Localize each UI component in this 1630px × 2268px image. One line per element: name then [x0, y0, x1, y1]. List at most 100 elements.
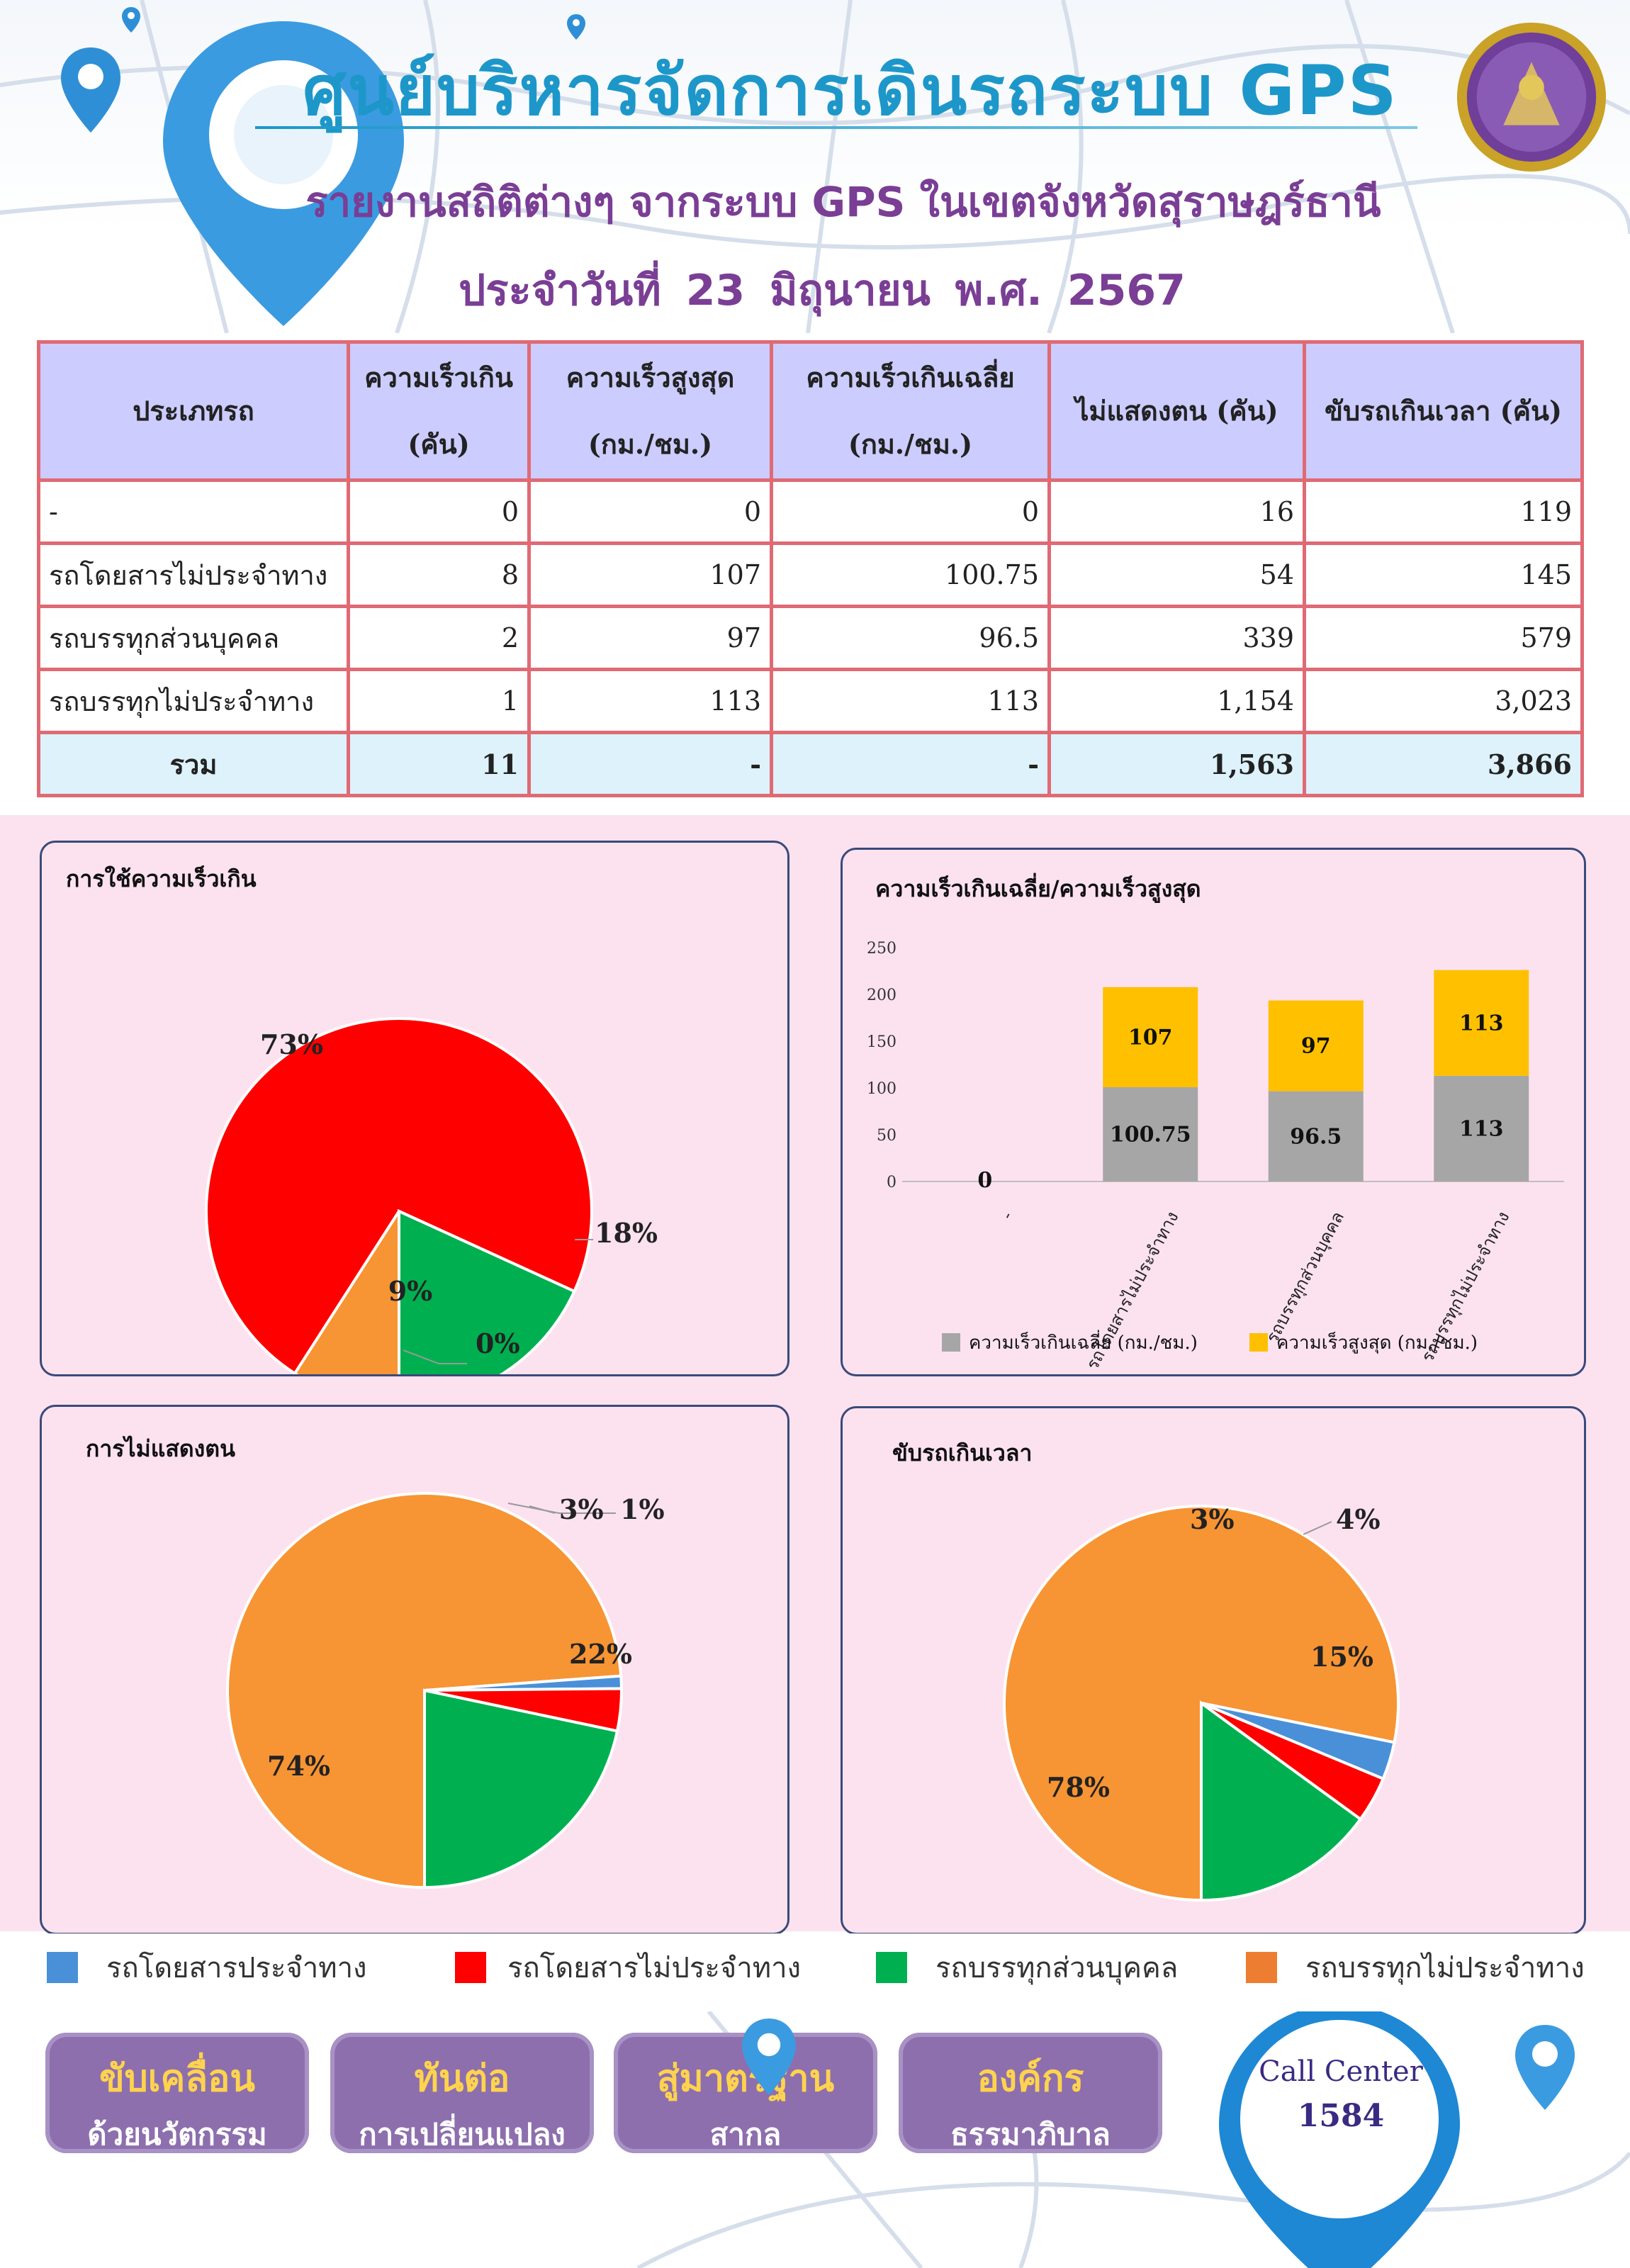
pie-percent-label: 78% — [1047, 1771, 1110, 1803]
vehicle-type-cell: รถบรรทุกส่วนบุคคล — [37, 605, 350, 671]
pie-percent-label: 3% — [1190, 1503, 1235, 1535]
x-category-label: รถบรรทุกส่วนบุคคล — [1262, 1208, 1349, 1347]
column-header: ประเภทรถ — [37, 340, 350, 482]
y-tick-label: 0 — [887, 1174, 896, 1191]
department-seal-logo — [1456, 22, 1607, 172]
max-speed-cell: 113 — [527, 668, 773, 734]
pie-percent-label: 18% — [595, 1217, 658, 1249]
small-pin-icon — [567, 14, 585, 40]
bar-segment-avg-speed — [1434, 1075, 1529, 1181]
speeding-count-cell: 2 — [347, 605, 531, 671]
legend-item: รถโดยสารประจำทาง — [47, 1946, 367, 1989]
statistics-table-container: ประเภทรถ ความเร็วเกิน (คัน) ความเร็วสูงส… — [37, 340, 1584, 797]
table-row: - 0 0 0 16 119 — [37, 478, 1584, 545]
location-pin-icon — [742, 2019, 796, 2095]
legend-label: ความเร็วเกินเฉลี่ย (กม./ชม.) — [969, 1330, 1198, 1354]
column-header: ความเร็วเกิน (คัน) — [347, 340, 531, 482]
overtime-pie-chart: 3% 4% 15% 78% — [1003, 1503, 1400, 1902]
no-signal-pie-chart: 1% 3% 22% 74% — [226, 1492, 665, 1890]
legend-item: รถบรรทุกส่วนบุคคล — [876, 1946, 1178, 1989]
vehicle-type-cell: - — [37, 478, 350, 545]
pie-slice — [1003, 1505, 1400, 1902]
chart-title: การไม่แสดงตน — [86, 1435, 235, 1462]
speed-bar-panel: ความเร็วเกินเฉลี่ย/ความเร็วสูงสุด 0 50 100… — [841, 848, 1586, 1376]
report-date: ประจำวันที่ 23 มิถุนายน พ.ศ. 2567 — [459, 266, 1186, 315]
pie-percent-label: 22% — [569, 1638, 632, 1670]
bar-value-label: 97 — [1301, 1034, 1331, 1059]
table-row: รถโดยสารไม่ประจำทาง 8 107 100.75 54 145 — [37, 541, 1584, 608]
bar-value-label: 100.75 — [1110, 1123, 1191, 1147]
no-signal-cell: 339 — [1047, 605, 1306, 671]
overtime-pie-panel: ขับรถเกินเวลา 3% 4% 15% 78% — [841, 1406, 1586, 1935]
chart-title: ความเร็วเกินเฉลี่ย/ความเร็วสูงสุด — [875, 875, 1201, 902]
legend-swatch-blue — [47, 1952, 78, 1983]
speeding-pie-chart: 0% 73% 18% 9% — [205, 1017, 658, 1374]
table-row: รถบรรทุกส่วนบุคคล 2 97 96.5 339 579 — [37, 605, 1584, 671]
speeding-pie-panel: การใช้ความเร็วเกิน 0% 73% 18% 9% — [40, 841, 789, 1376]
legend-label: รถโดยสารประจำทาง — [106, 1952, 367, 1984]
bar-segment-avg-speed — [1103, 1087, 1198, 1181]
max-speed-cell: 107 — [527, 541, 773, 608]
overtime-cell: 119 — [1303, 478, 1584, 545]
location-pin-icon — [1515, 2025, 1575, 2110]
avg-speed-cell: 0 — [770, 478, 1051, 545]
column-header: ความเร็วสูงสุด (กม./ชม.) — [527, 340, 773, 482]
pie-percent-label: 73% — [260, 1028, 323, 1060]
pie-percent-label: 9% — [388, 1275, 433, 1307]
y-tick-label: 150 — [867, 1033, 896, 1051]
speeding-count-cell: 8 — [347, 541, 531, 608]
speeding-count-cell: 1 — [347, 668, 531, 734]
report-subtitle: รายงานสถิติต่างๆ จากระบบ GPS ในเขตจังหวั… — [305, 178, 1381, 226]
total-avg-speed-cell: - — [770, 731, 1051, 797]
max-speed-cell: 97 — [527, 605, 773, 671]
table-total-row: รวม 11 - - 1,563 3,866 — [37, 731, 1584, 797]
no-signal-pie-panel: การไม่แสดงตน 1% 3% 22% 74% — [40, 1405, 789, 1935]
total-label-cell: รวม — [37, 731, 350, 797]
slogan-badge: ขับเคลื่อน ด้วยนวัตกรรม — [45, 2033, 309, 2153]
call-center-number: 1584 — [1297, 2098, 1385, 2134]
total-max-speed-cell: - — [527, 731, 773, 797]
overtime-cell: 579 — [1303, 605, 1584, 671]
bar-value-label: 96.5 — [1290, 1124, 1342, 1149]
footer: ขับเคลื่อน ด้วยนวัตกรรม ทันต่อ การเปลี่ย… — [0, 2011, 1630, 2268]
bar-value-label: 113 — [1459, 1011, 1504, 1035]
location-pin-icon — [61, 47, 120, 133]
report-title: ศูนย์บริหารจัดการเดินรถระบบ GPS — [303, 51, 1398, 130]
slogan-line1: ทันต่อ — [414, 2058, 510, 2100]
legend-label: ความเร็วสูงสุด (กม./ชม.) — [1276, 1331, 1478, 1354]
slogan-line2: ด้วยนวัตกรรม — [87, 2117, 267, 2152]
label-leader-line — [507, 1503, 616, 1514]
slogan-badge: สู่มาตรฐาน สากล — [614, 2033, 877, 2153]
call-center-block: Call Center 1584 — [1235, 2055, 1447, 2134]
pie-percent-label: 74% — [267, 1750, 330, 1782]
pie-percent-label: 3% — [559, 1493, 604, 1525]
small-pin-icon — [122, 7, 140, 33]
slogan-line2: สากล — [709, 2117, 782, 2152]
avg-speed-cell: 96.5 — [770, 605, 1051, 671]
slogan-line1: องค์กร — [977, 2058, 1084, 2100]
total-speeding-cell: 11 — [347, 731, 531, 797]
call-center-label: Call Center — [1259, 2055, 1423, 2088]
vehicle-type-cell: รถโดยสารไม่ประจำทาง — [37, 541, 350, 608]
slogan-line2: การเปลี่ยนแปลง — [359, 2117, 566, 2152]
pie-percent-label: 15% — [1310, 1641, 1373, 1673]
legend-swatch-orange — [1246, 1952, 1277, 1983]
pie-slice — [398, 1208, 577, 1374]
pie-percent-label: 1% — [620, 1493, 665, 1525]
speeding-count-cell: 0 — [347, 478, 531, 545]
overtime-cell: 3,023 — [1303, 668, 1584, 734]
chart-title: การใช้ความเร็วเกิน — [66, 865, 257, 892]
y-tick-label: 200 — [867, 987, 896, 1004]
pie-percent-label: 0% — [476, 1327, 520, 1359]
legend-item: รถบรรทุกไม่ประจำทาง — [1246, 1946, 1585, 1989]
pie-percent-label: 4% — [1336, 1503, 1381, 1535]
statistics-table: ประเภทรถ ความเร็วเกิน (คัน) ความเร็วสูงส… — [37, 340, 1584, 797]
pie-slice — [423, 1688, 619, 1890]
call-center-pin-icon — [1219, 2011, 1460, 2268]
bar-value-label: 107 — [1128, 1025, 1173, 1050]
table-row: รถบรรทุกไม่ประจำทาง 1 113 113 1,154 3,02… — [37, 668, 1584, 734]
avg-speed-cell: 100.75 — [770, 541, 1051, 608]
column-header: ขับรถเกินเวลา (คัน) — [1303, 340, 1584, 482]
y-tick-label: 50 — [877, 1127, 896, 1145]
vehicle-type-legend: รถโดยสารประจำทาง รถโดยสารไม่ประจำทาง รถบ… — [0, 1933, 1630, 2011]
